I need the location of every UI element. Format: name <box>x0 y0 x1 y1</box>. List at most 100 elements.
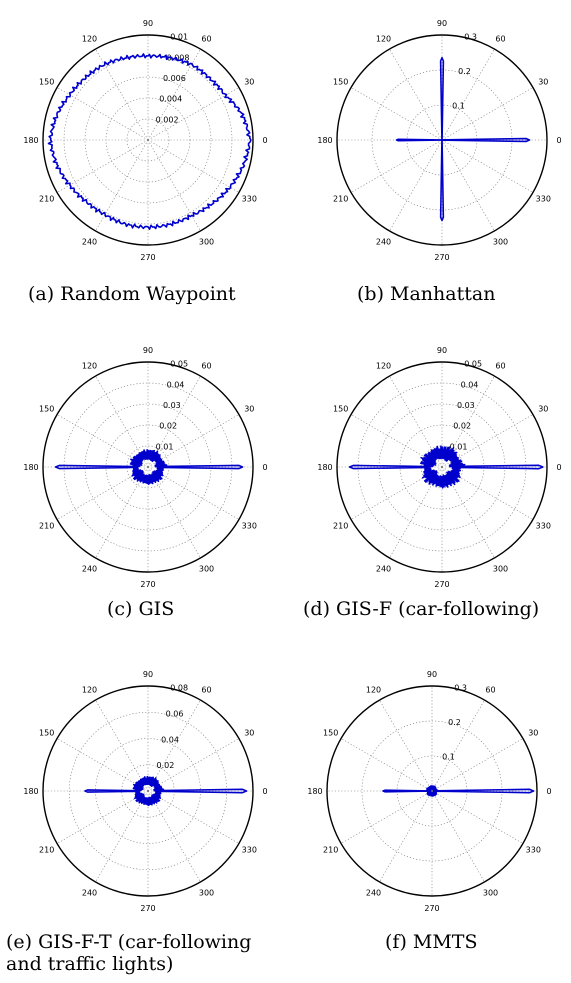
grid-ring <box>371 69 513 211</box>
grid-spoke <box>431 790 524 844</box>
grid-spoke <box>147 375 201 468</box>
grid-spoke <box>350 139 443 193</box>
grid-spoke <box>350 87 443 141</box>
grid-spoke <box>147 139 201 232</box>
angle-label: 120 <box>376 35 391 44</box>
grid-spoke <box>441 375 495 468</box>
angle-label: 300 <box>483 888 498 897</box>
angle-label: 0 <box>556 136 561 145</box>
angle-label: 150 <box>39 405 54 414</box>
r-tick-label: 0.02 <box>453 422 471 431</box>
r-tick-label: 0.04 <box>461 380 479 389</box>
angle-label: 270 <box>140 904 155 913</box>
polar-chart-e: 0 30 60 90 120 150 180 210 240 270 300 330 0.02 0.04 0… <box>23 670 267 913</box>
angle-label: 180 <box>23 463 38 472</box>
grid-spoke <box>95 139 149 232</box>
grid-spoke <box>147 87 240 141</box>
grid-spoke <box>56 87 149 141</box>
r-tick-label: 0.05 <box>170 360 188 369</box>
grid-ring <box>84 76 212 204</box>
grid-spoke <box>95 790 149 883</box>
angle-label: 210 <box>39 522 54 531</box>
r-tick-label: 0.008 <box>167 53 190 62</box>
series-line <box>395 56 531 222</box>
r-tick-label: 0.02 <box>159 422 177 431</box>
grid-spoke <box>95 699 149 792</box>
angle-label: 330 <box>242 195 257 204</box>
panel-c: 0 30 60 90 120 150 180 210 240 270 300 330 0.01 0.02 0… <box>0 325 285 635</box>
angle-label: 150 <box>39 78 54 87</box>
angle-label: 30 <box>244 729 254 738</box>
angle-label: 210 <box>39 195 54 204</box>
grid-spoke <box>147 738 240 792</box>
angle-label: 270 <box>434 580 449 589</box>
angle-label: 330 <box>526 846 541 855</box>
r-tick-label: 0.004 <box>159 95 182 104</box>
series-line <box>47 53 252 230</box>
angle-label: 330 <box>536 195 551 204</box>
angle-label: 30 <box>538 405 548 414</box>
angle-label: 150 <box>323 729 338 738</box>
grid-spoke <box>56 139 149 193</box>
angle-label: 210 <box>333 195 348 204</box>
angle-label: 30 <box>244 405 254 414</box>
grid-spoke <box>441 139 495 232</box>
angle-label: 0 <box>556 463 561 472</box>
angle-label: 90 <box>437 19 447 28</box>
grid-spoke <box>441 48 495 141</box>
caption-b: (b) Manhattan <box>357 283 496 305</box>
grid-spoke <box>431 790 485 883</box>
outer-circle <box>326 685 538 897</box>
outer-circle <box>336 34 548 246</box>
angle-label: 180 <box>307 787 322 796</box>
grid-spoke <box>441 414 534 468</box>
angle-label: 180 <box>23 787 38 796</box>
r-tick-label: 0.03 <box>163 401 181 410</box>
angle-label: 120 <box>376 362 391 371</box>
angle-label: 90 <box>143 346 153 355</box>
grid-spoke <box>441 466 495 559</box>
angle-label: 240 <box>82 237 97 246</box>
angle-label: 60 <box>201 35 211 44</box>
outer-circle <box>42 361 254 573</box>
grid-spoke <box>95 375 149 468</box>
caption-a: (a) Random Waypoint <box>28 283 236 305</box>
r-tick-label: 0.2 <box>458 67 471 76</box>
angle-label: 90 <box>143 670 153 679</box>
angle-label: 0 <box>262 787 267 796</box>
outer-circle <box>42 685 254 897</box>
series-line <box>54 449 244 485</box>
polar-chart-f: 0 30 60 90 120 150 180 210 240 270 300 330 0.1 0.2 0.3 <box>307 670 551 913</box>
angle-label: 240 <box>82 888 97 897</box>
polar-chart-b: 0 30 60 90 120 150 180 210 240 270 300 330 0.1 0.2 0.3 <box>317 19 561 262</box>
angle-label: 300 <box>199 888 214 897</box>
series-line <box>84 775 248 807</box>
caption-d: (d) GIS-F (car-following) <box>303 598 540 620</box>
grid-ring <box>361 720 503 862</box>
panel-f: 0 30 60 90 120 150 180 210 240 270 300 330 0.1 0.2 0.3… <box>285 648 571 983</box>
angle-label: 210 <box>333 522 348 531</box>
grid-ring <box>378 403 506 531</box>
angle-label: 30 <box>244 78 254 87</box>
r-tick-label: 0.06 <box>166 709 184 718</box>
panel-a: 0 30 60 90 120 150 180 210 240 270 300 330 0.002 0.00… <box>0 0 285 310</box>
grid-spoke <box>340 790 433 844</box>
angle-label: 210 <box>39 846 54 855</box>
angle-label: 60 <box>201 362 211 371</box>
angle-label: 150 <box>39 729 54 738</box>
angle-label: 210 <box>323 846 338 855</box>
angle-label: 120 <box>366 686 381 695</box>
grid-ring <box>68 711 228 871</box>
angle-label: 330 <box>242 522 257 531</box>
angle-label: 180 <box>23 136 38 145</box>
angle-label: 60 <box>495 362 505 371</box>
outer-circle <box>336 361 548 573</box>
grid-spoke <box>56 790 149 844</box>
grid-spoke <box>95 466 149 559</box>
angle-label: 270 <box>434 253 449 262</box>
angle-label: 60 <box>201 686 211 695</box>
grid-spoke <box>95 48 149 141</box>
grid-spoke <box>147 414 240 468</box>
panel-b: 0 30 60 90 120 150 180 210 240 270 300 330 0.1 0.2 0.3… <box>285 0 571 310</box>
